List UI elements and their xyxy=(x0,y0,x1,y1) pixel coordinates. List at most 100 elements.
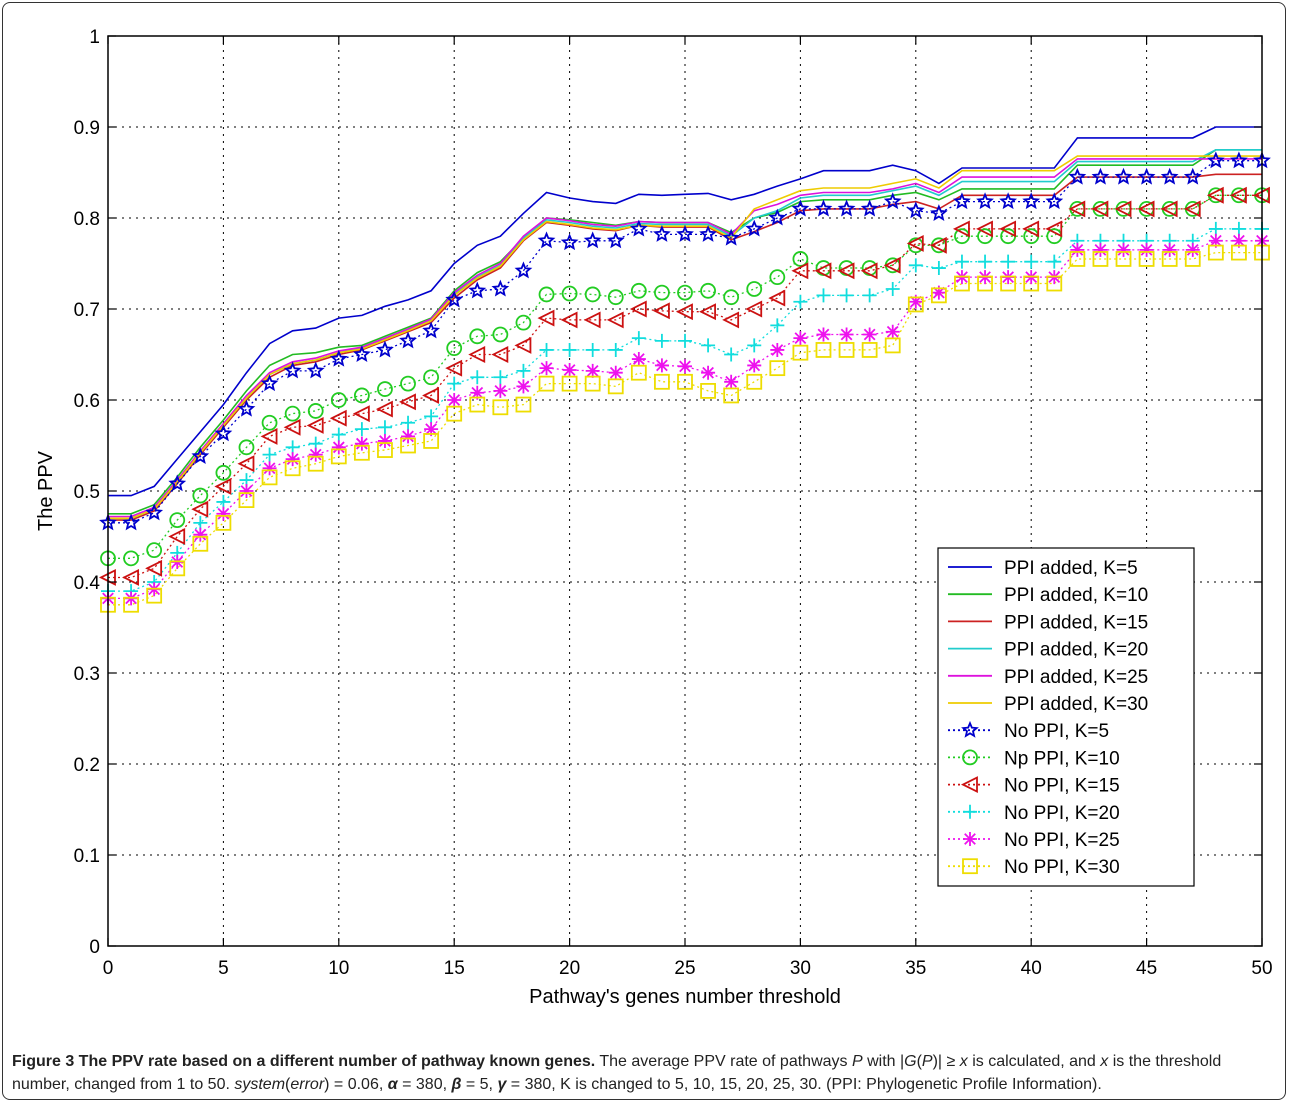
data-point-no-ppi-k-25 xyxy=(562,362,577,377)
data-point-no-ppi-k-15 xyxy=(745,300,763,318)
data-point-no-ppi-k-25 xyxy=(770,342,785,357)
data-point-no-ppi-k-25 xyxy=(308,447,323,462)
data-point-no-ppi-k-5 xyxy=(1137,167,1156,185)
caption-text: ) = 0.06, xyxy=(324,1076,388,1093)
data-point-no-ppi-k-25 xyxy=(354,436,369,451)
data-point-no-ppi-k-30 xyxy=(607,378,624,395)
data-point-no-ppi-k-5 xyxy=(1206,151,1225,169)
data-point-np-ppi-k-10 xyxy=(469,328,486,345)
data-point-no-ppi-k-20 xyxy=(377,420,392,435)
data-point-no-ppi-k-30 xyxy=(1231,244,1247,261)
data-point-np-ppi-k-10 xyxy=(538,286,555,303)
data-point-no-ppi-k-5 xyxy=(722,228,741,246)
x-tick-label: 30 xyxy=(790,958,811,979)
legend-label-ppi-added-k-30: PPI added, K=30 xyxy=(1004,694,1148,715)
data-point-no-ppi-k-15 xyxy=(1068,200,1086,218)
data-point-no-ppi-k-5 xyxy=(814,199,833,217)
data-point-no-ppi-k-20 xyxy=(470,370,485,385)
data-point-no-ppi-k-15 xyxy=(675,303,693,321)
data-point-no-ppi-k-5 xyxy=(1045,192,1064,210)
caption-var-x: x xyxy=(1100,1053,1109,1070)
data-point-no-ppi-k-30 xyxy=(1023,275,1040,292)
data-point-no-ppi-k-25 xyxy=(1116,242,1131,257)
data-point-np-ppi-k-10 xyxy=(423,369,440,386)
data-point-no-ppi-k-30 xyxy=(238,492,255,509)
data-point-no-ppi-k-20 xyxy=(978,254,993,269)
caption-title: Figure 3 The PPV rate based on a differe… xyxy=(12,1053,596,1070)
caption-text: = 5, xyxy=(461,1076,498,1093)
data-point-no-ppi-k-25 xyxy=(931,285,946,300)
data-point-no-ppi-k-30 xyxy=(838,342,855,358)
legend-label-no-ppi-k-5: No PPI, K=5 xyxy=(1004,721,1109,742)
data-point-no-ppi-k-5 xyxy=(768,208,787,226)
data-point-no-ppi-k-5 xyxy=(953,192,971,210)
data-point-no-ppi-k-20 xyxy=(885,281,900,296)
y-tick-label: 0.7 xyxy=(74,300,100,321)
data-point-no-ppi-k-5 xyxy=(1068,167,1087,185)
data-point-no-ppi-k-20 xyxy=(285,440,300,455)
data-point-no-ppi-k-30 xyxy=(792,344,809,361)
data-point-no-ppi-k-5 xyxy=(422,321,441,339)
y-tick-label: 0.8 xyxy=(74,209,100,230)
data-point-no-ppi-k-20 xyxy=(816,288,831,303)
data-point-no-ppi-k-25 xyxy=(447,393,462,407)
data-point-np-ppi-k-10 xyxy=(238,439,255,456)
legend-marker-no-ppi-k-25 xyxy=(963,832,977,846)
data-point-no-ppi-k-5 xyxy=(606,231,625,249)
legend-label-no-ppi-k-25: No PPI, K=25 xyxy=(1004,830,1120,851)
data-point-no-ppi-k-5 xyxy=(999,192,1018,210)
data-point-no-ppi-k-15 xyxy=(514,336,532,354)
data-point-no-ppi-k-5 xyxy=(1091,167,1110,185)
data-point-no-ppi-k-20 xyxy=(701,338,716,353)
data-point-np-ppi-k-10 xyxy=(169,512,186,529)
legend-label-no-ppi-k-20: No PPI, K=20 xyxy=(1004,803,1120,824)
data-point-no-ppi-k-15 xyxy=(906,235,924,252)
caption-text: ( xyxy=(916,1053,922,1070)
data-point-no-ppi-k-15 xyxy=(145,559,163,577)
data-point-np-ppi-k-10 xyxy=(353,387,370,404)
data-point-no-ppi-k-30 xyxy=(907,296,924,313)
caption-text: = 380, xyxy=(397,1076,452,1093)
data-point-no-ppi-k-25 xyxy=(793,331,808,346)
data-point-no-ppi-k-5 xyxy=(860,199,879,217)
data-point-no-ppi-k-5 xyxy=(929,204,948,222)
data-point-no-ppi-k-20 xyxy=(1231,221,1246,236)
caption-alpha: α xyxy=(387,1076,398,1093)
data-point-no-ppi-k-20 xyxy=(862,288,877,303)
data-point-no-ppi-k-5 xyxy=(306,361,325,379)
legend-marker-np-ppi-k-10 xyxy=(962,749,978,766)
data-point-no-ppi-k-15 xyxy=(445,359,463,377)
data-point-no-ppi-k-15 xyxy=(1091,200,1109,218)
data-point-no-ppi-k-30 xyxy=(261,469,278,486)
data-point-no-ppi-k-30 xyxy=(861,342,878,358)
data-point-no-ppi-k-25 xyxy=(1093,242,1108,257)
data-point-no-ppi-k-20 xyxy=(654,333,669,348)
data-point-no-ppi-k-15 xyxy=(375,400,393,418)
data-point-no-ppi-k-25 xyxy=(1231,233,1246,248)
data-point-no-ppi-k-20 xyxy=(1001,254,1016,269)
caption-text: with | xyxy=(862,1053,905,1070)
data-point-no-ppi-k-30 xyxy=(515,396,532,413)
data-point-no-ppi-k-20 xyxy=(1208,221,1223,236)
data-point-no-ppi-k-5 xyxy=(1114,167,1133,185)
data-point-no-ppi-k-25 xyxy=(1070,242,1085,257)
data-point-no-ppi-k-15 xyxy=(491,346,509,363)
data-point-no-ppi-k-5 xyxy=(653,225,671,242)
data-point-no-ppi-k-30 xyxy=(1046,275,1063,292)
data-point-no-ppi-k-20 xyxy=(354,422,369,437)
data-point-no-ppi-k-25 xyxy=(724,374,739,389)
data-point-no-ppi-k-5 xyxy=(283,361,302,379)
data-point-no-ppi-k-15 xyxy=(214,477,232,495)
data-point-no-ppi-k-15 xyxy=(699,303,716,321)
x-tick-label: 10 xyxy=(328,958,349,979)
data-point-no-ppi-k-25 xyxy=(193,527,208,542)
data-point-no-ppi-k-15 xyxy=(860,262,878,280)
data-point-no-ppi-k-30 xyxy=(538,375,555,392)
data-point-no-ppi-k-20 xyxy=(1024,254,1039,269)
legend-label-ppi-added-k-25: PPI added, K=25 xyxy=(1004,667,1148,688)
legend-marker-no-ppi-k-5 xyxy=(961,720,979,738)
data-point-no-ppi-k-30 xyxy=(1207,244,1224,261)
data-point-no-ppi-k-30 xyxy=(677,373,693,390)
caption-var-x: x xyxy=(959,1053,968,1070)
